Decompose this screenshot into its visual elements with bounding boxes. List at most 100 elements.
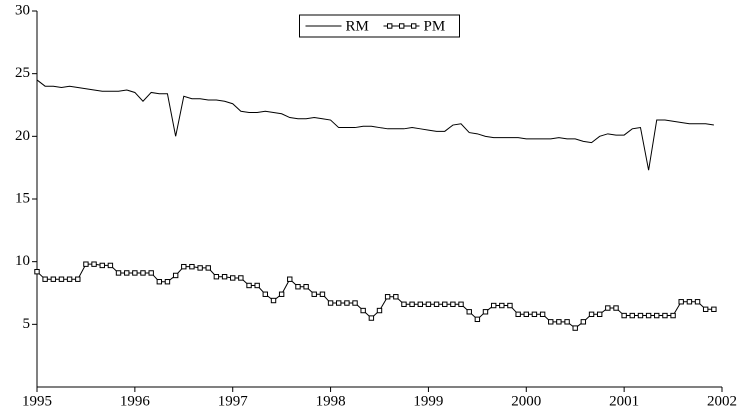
legend-label: RM [346,18,369,34]
point-marker [295,284,301,290]
x-tick-label: 2002 [707,393,737,409]
point-marker [262,291,269,297]
point-marker [670,312,676,319]
point-marker [645,312,652,319]
point-marker [278,291,285,297]
x-tick-label: 1997 [218,393,249,409]
point-marker [319,291,326,297]
point-marker [221,274,228,280]
x-tick-label: 1998 [316,393,346,409]
point-marker [189,263,195,270]
legend-marker [399,23,405,29]
y-tick-label: 15 [15,190,30,206]
point-marker [181,263,187,270]
point-marker [327,300,334,306]
point-marker [238,275,244,281]
point-marker [523,311,529,318]
point-marker [564,319,570,325]
legend-marker [411,23,417,29]
point-marker [596,311,603,318]
point-marker [507,302,513,309]
point-marker [368,315,375,321]
point-marker [172,272,179,279]
point-marker [99,262,105,269]
point-marker [66,276,73,282]
point-marker [458,301,464,307]
point-marker [156,279,163,285]
point-marker [662,312,668,319]
point-marker [694,299,701,305]
point-marker [246,282,252,289]
point-marker [83,261,89,267]
point-marker [164,279,171,285]
point-marker [205,265,211,271]
point-marker [539,311,546,318]
point-marker [287,276,293,282]
point-marker [515,311,521,318]
point-marker [311,291,317,297]
point-marker [376,307,383,314]
point-marker [124,270,130,276]
point-marker [393,294,399,300]
point-marker [499,302,505,309]
point-marker [75,276,81,282]
x-tick-label: 1999 [413,393,443,409]
point-marker [686,299,693,305]
point-marker [107,262,114,269]
point-marker [352,300,358,306]
point-marker [91,261,97,267]
point-marker [213,274,220,280]
point-marker [344,300,350,306]
point-marker [50,276,57,282]
series-line [36,263,714,329]
point-marker [654,312,660,319]
y-tick-label: 25 [15,65,30,81]
point-marker [466,309,472,315]
point-marker [360,307,366,314]
series-line [36,79,714,171]
point-marker [621,312,627,319]
point-marker [115,270,122,276]
point-marker [148,270,154,276]
point-marker [588,311,595,318]
point-marker [401,301,407,307]
point-marker [335,300,342,306]
point-marker [474,316,481,323]
y-tick-label: 30 [15,2,30,18]
point-marker [442,301,448,307]
point-marker [548,319,554,325]
point-marker [711,306,717,312]
x-tick-label: 1996 [120,393,151,409]
point-marker [42,276,48,282]
point-marker [140,270,146,276]
point-marker [384,294,391,300]
point-marker [132,270,138,276]
point-marker [450,301,456,307]
point-marker [629,312,635,319]
legend-label: PM [424,18,446,34]
point-marker [230,275,236,281]
x-tick-label: 1995 [22,393,52,409]
point-marker [482,309,489,315]
legend-marker [387,23,393,29]
point-marker [678,299,684,305]
point-marker [34,268,40,275]
point-marker [417,301,424,307]
point-marker [303,284,309,290]
point-marker [409,301,415,307]
point-marker [433,301,440,307]
point-marker [425,301,432,307]
x-tick-label: 2001 [609,393,639,409]
point-marker [270,297,277,304]
legend-box [299,14,460,38]
point-marker [197,265,203,271]
point-marker [490,302,497,309]
point-marker [637,312,644,319]
point-marker [58,276,65,282]
point-marker [556,319,562,325]
point-marker [605,305,611,311]
point-marker [254,282,260,289]
point-marker [531,311,538,318]
y-tick-label: 5 [23,316,31,332]
